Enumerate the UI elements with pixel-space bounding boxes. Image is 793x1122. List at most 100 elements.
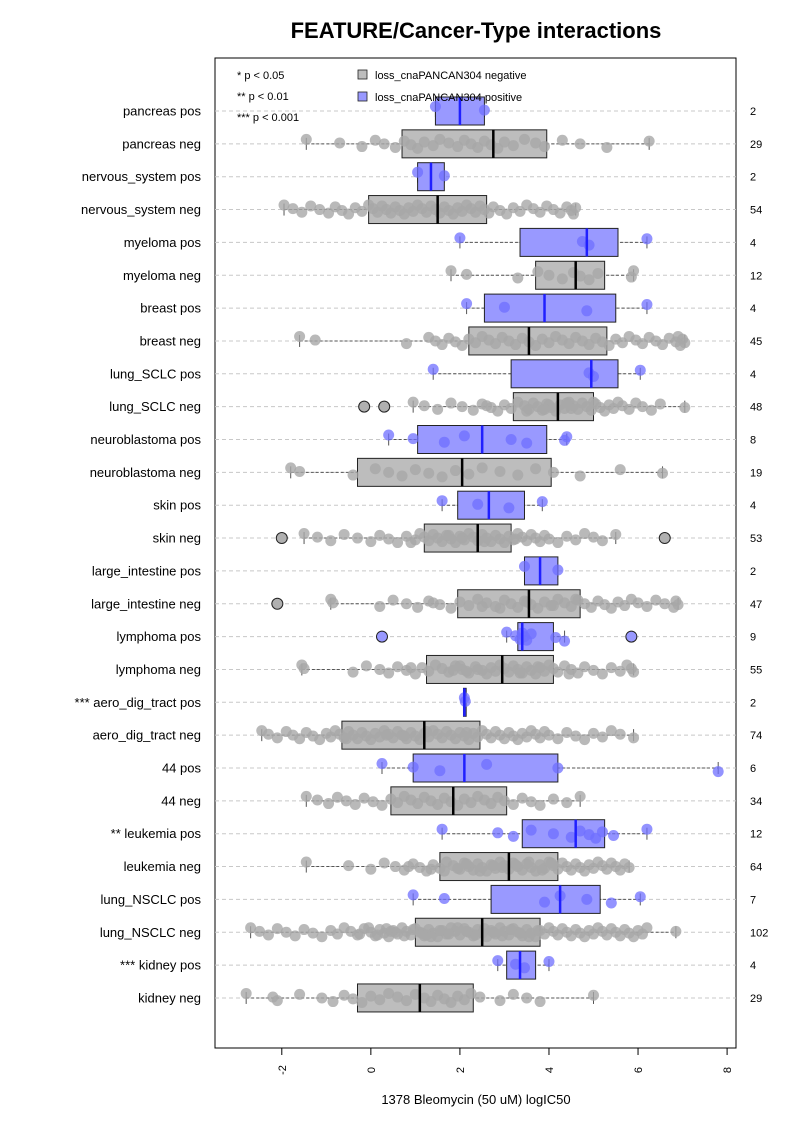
data-point [409, 988, 421, 1000]
data-point [347, 469, 359, 481]
data-point [494, 995, 506, 1007]
data-point [392, 661, 404, 673]
data-point [349, 798, 361, 810]
data-point [579, 661, 591, 673]
data-point [452, 922, 464, 934]
box-group-11 [285, 457, 669, 487]
data-point [657, 467, 669, 479]
data-point [383, 533, 395, 545]
row-label: leukemia neg [124, 859, 201, 874]
data-point [452, 862, 464, 874]
data-point [438, 865, 450, 877]
box-group-5 [445, 260, 640, 290]
box-group-12 [436, 490, 548, 520]
data-point [340, 795, 352, 807]
data-point [530, 463, 542, 475]
box-group-6 [461, 293, 653, 323]
data-point [581, 305, 593, 317]
data-point [507, 140, 519, 152]
data-point [307, 927, 319, 939]
data-point [518, 133, 530, 145]
data-point [298, 528, 310, 540]
outlier-point [375, 630, 388, 643]
data-point [588, 664, 600, 676]
data-point [498, 301, 510, 313]
data-point [481, 758, 493, 770]
outlier-point [275, 532, 288, 545]
data-point [331, 791, 343, 803]
legend-label: loss_cnaPANCAN304 positive [375, 92, 522, 104]
data-point [400, 995, 412, 1007]
chart-title: FEATURE/Cancer-Type interactions [291, 18, 662, 43]
data-point [407, 396, 419, 408]
outlier-point [625, 630, 638, 643]
data-point [534, 996, 546, 1008]
row-count: 4 [750, 303, 756, 315]
box-group-23 [300, 852, 635, 882]
box-group-1 [300, 129, 655, 159]
data-point [552, 537, 564, 549]
data-point [271, 732, 283, 744]
data-point [374, 529, 386, 541]
data-point [523, 931, 535, 943]
row-label: lung_SCLC pos [110, 366, 202, 381]
row-count: 29 [750, 139, 762, 151]
data-point [510, 958, 522, 970]
data-point [547, 600, 559, 612]
x-tick-label: 4 [544, 1067, 556, 1073]
data-point [305, 200, 317, 212]
data-point [412, 166, 424, 178]
row-count: 8 [750, 435, 756, 447]
row-count: 53 [750, 533, 762, 545]
data-point [498, 136, 510, 148]
data-point [610, 528, 622, 540]
data-point [374, 600, 386, 612]
data-point [525, 628, 537, 640]
data-point [407, 924, 419, 936]
data-point [636, 401, 648, 413]
row-label: 44 neg [161, 793, 201, 808]
data-point [434, 133, 446, 145]
data-point [481, 400, 493, 412]
data-point [407, 761, 419, 773]
significance-legend-item: *** p < 0.001 [237, 112, 299, 124]
row-count: 9 [750, 632, 756, 644]
data-point [463, 468, 475, 480]
data-point [461, 858, 473, 870]
box-group-13 [275, 523, 671, 553]
data-point [588, 727, 600, 739]
row-label: lung_SCLC neg [109, 399, 201, 414]
data-point [461, 665, 473, 677]
data-point [311, 531, 323, 543]
data-point [358, 792, 370, 804]
box-group-0 [429, 96, 490, 126]
data-point [583, 274, 595, 286]
data-point [363, 922, 375, 934]
data-point [327, 996, 339, 1008]
data-point [532, 266, 544, 278]
data-point [443, 928, 455, 940]
row-count: 45 [750, 336, 762, 348]
data-point [294, 465, 306, 477]
x-axis-label: 1378 Bleomycin (50 uM) logIC50 [381, 1092, 570, 1107]
row-label: pancreas pos [123, 104, 202, 119]
data-point [376, 799, 388, 811]
data-point [623, 861, 635, 873]
data-point [487, 860, 499, 872]
data-point [421, 726, 433, 738]
data-point [296, 206, 308, 218]
data-point [300, 790, 312, 802]
data-point [561, 797, 573, 809]
box-group-16 [375, 622, 638, 652]
data-point [365, 536, 377, 548]
row-count: 55 [750, 664, 762, 676]
legend-label: loss_cnaPANCAN304 negative [375, 70, 526, 82]
data-point [570, 593, 582, 605]
row-count: 4 [750, 369, 756, 381]
row-count: 12 [750, 270, 762, 282]
data-point [570, 730, 582, 742]
significance-legend-item: * p < 0.05 [237, 70, 284, 82]
data-point [438, 436, 450, 448]
data-point [316, 992, 328, 1004]
data-point [494, 465, 506, 477]
